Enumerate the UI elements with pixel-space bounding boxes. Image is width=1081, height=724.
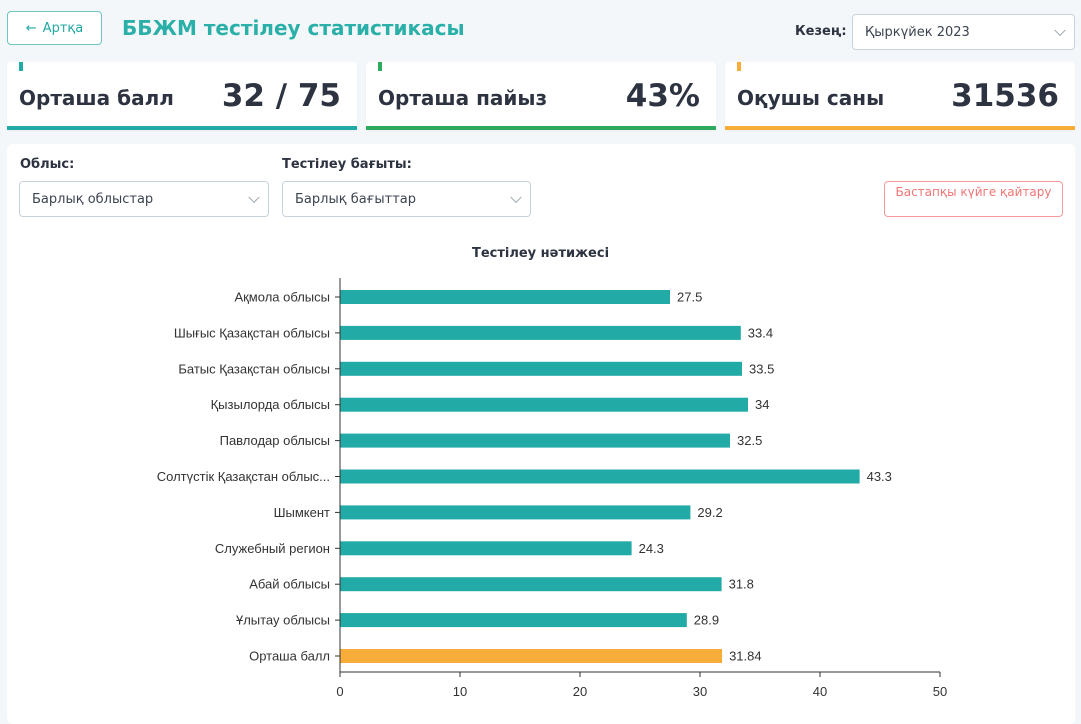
category-label: Батыс Қазақстан облысы bbox=[178, 361, 330, 376]
value-label: 43.3 bbox=[867, 469, 892, 484]
category-label: Ұлытау облысы bbox=[236, 613, 330, 628]
direction-label: Тестілеу бағыты: bbox=[282, 157, 412, 172]
category-label: Солтүстік Қазақстан облыс... bbox=[157, 469, 330, 484]
category-label: Павлодар облысы bbox=[220, 433, 330, 448]
value-label: 29.2 bbox=[697, 505, 722, 520]
bar bbox=[340, 433, 730, 448]
category-label: Абай облысы bbox=[249, 577, 330, 592]
x-tick-label: 50 bbox=[933, 684, 947, 699]
x-tick-label: 0 bbox=[336, 684, 343, 699]
bar bbox=[340, 577, 722, 592]
bar bbox=[340, 541, 632, 556]
bar bbox=[340, 505, 691, 520]
average-score-card: Орташа балл 32 / 75 bbox=[7, 62, 357, 130]
value-label: 27.5 bbox=[677, 290, 702, 305]
value-label: 31.84 bbox=[729, 649, 762, 664]
category-label: Шығыс Қазақстан облысы bbox=[174, 325, 330, 340]
period-label: Кезең: bbox=[795, 24, 847, 39]
chart-title: Тестілеу нәтижесі bbox=[471, 246, 610, 261]
value-label: 24.3 bbox=[639, 541, 664, 556]
x-tick-label: 40 bbox=[813, 684, 827, 699]
arrow-left-icon: ← bbox=[25, 20, 37, 36]
value-label: 33.5 bbox=[749, 361, 774, 376]
page-title: ББЖМ тестілеу статистикасы bbox=[122, 16, 465, 40]
category-label: Орташа балл bbox=[249, 649, 330, 664]
bar bbox=[340, 325, 741, 340]
category-label: Қызылорда облысы bbox=[211, 397, 330, 412]
category-label: Служебный регион bbox=[215, 541, 330, 556]
period-select[interactable]: Қыркүйек 2023 bbox=[852, 14, 1075, 50]
average-percent-card: Орташа пайыз 43% bbox=[366, 62, 716, 130]
value-label: 31.8 bbox=[729, 577, 754, 592]
student-count-card: Оқушы саны 31536 bbox=[725, 62, 1075, 130]
region-select[interactable]: Барлық облыстар bbox=[19, 181, 269, 217]
value-label: 28.9 bbox=[694, 613, 719, 628]
bar bbox=[340, 361, 742, 376]
bar bbox=[340, 397, 748, 412]
bar bbox=[340, 613, 687, 628]
value-label: 33.4 bbox=[748, 325, 773, 340]
category-label: Шымкент bbox=[274, 505, 330, 520]
x-tick-label: 20 bbox=[573, 684, 587, 699]
x-tick-label: 30 bbox=[693, 684, 707, 699]
direction-select[interactable]: Барлық бағыттар bbox=[282, 181, 531, 217]
bar bbox=[340, 290, 670, 304]
value-label: 34 bbox=[755, 397, 769, 412]
bar bbox=[340, 649, 723, 663]
x-tick-label: 10 bbox=[453, 684, 467, 699]
region-label: Облыс: bbox=[20, 157, 75, 172]
bar bbox=[340, 469, 860, 484]
value-label: 32.5 bbox=[737, 433, 762, 448]
back-button[interactable]: ← Артқа bbox=[7, 11, 102, 45]
reset-button[interactable]: Бастапқы күйге қайтару bbox=[884, 181, 1063, 217]
category-label: Ақмола облысы bbox=[234, 290, 330, 305]
